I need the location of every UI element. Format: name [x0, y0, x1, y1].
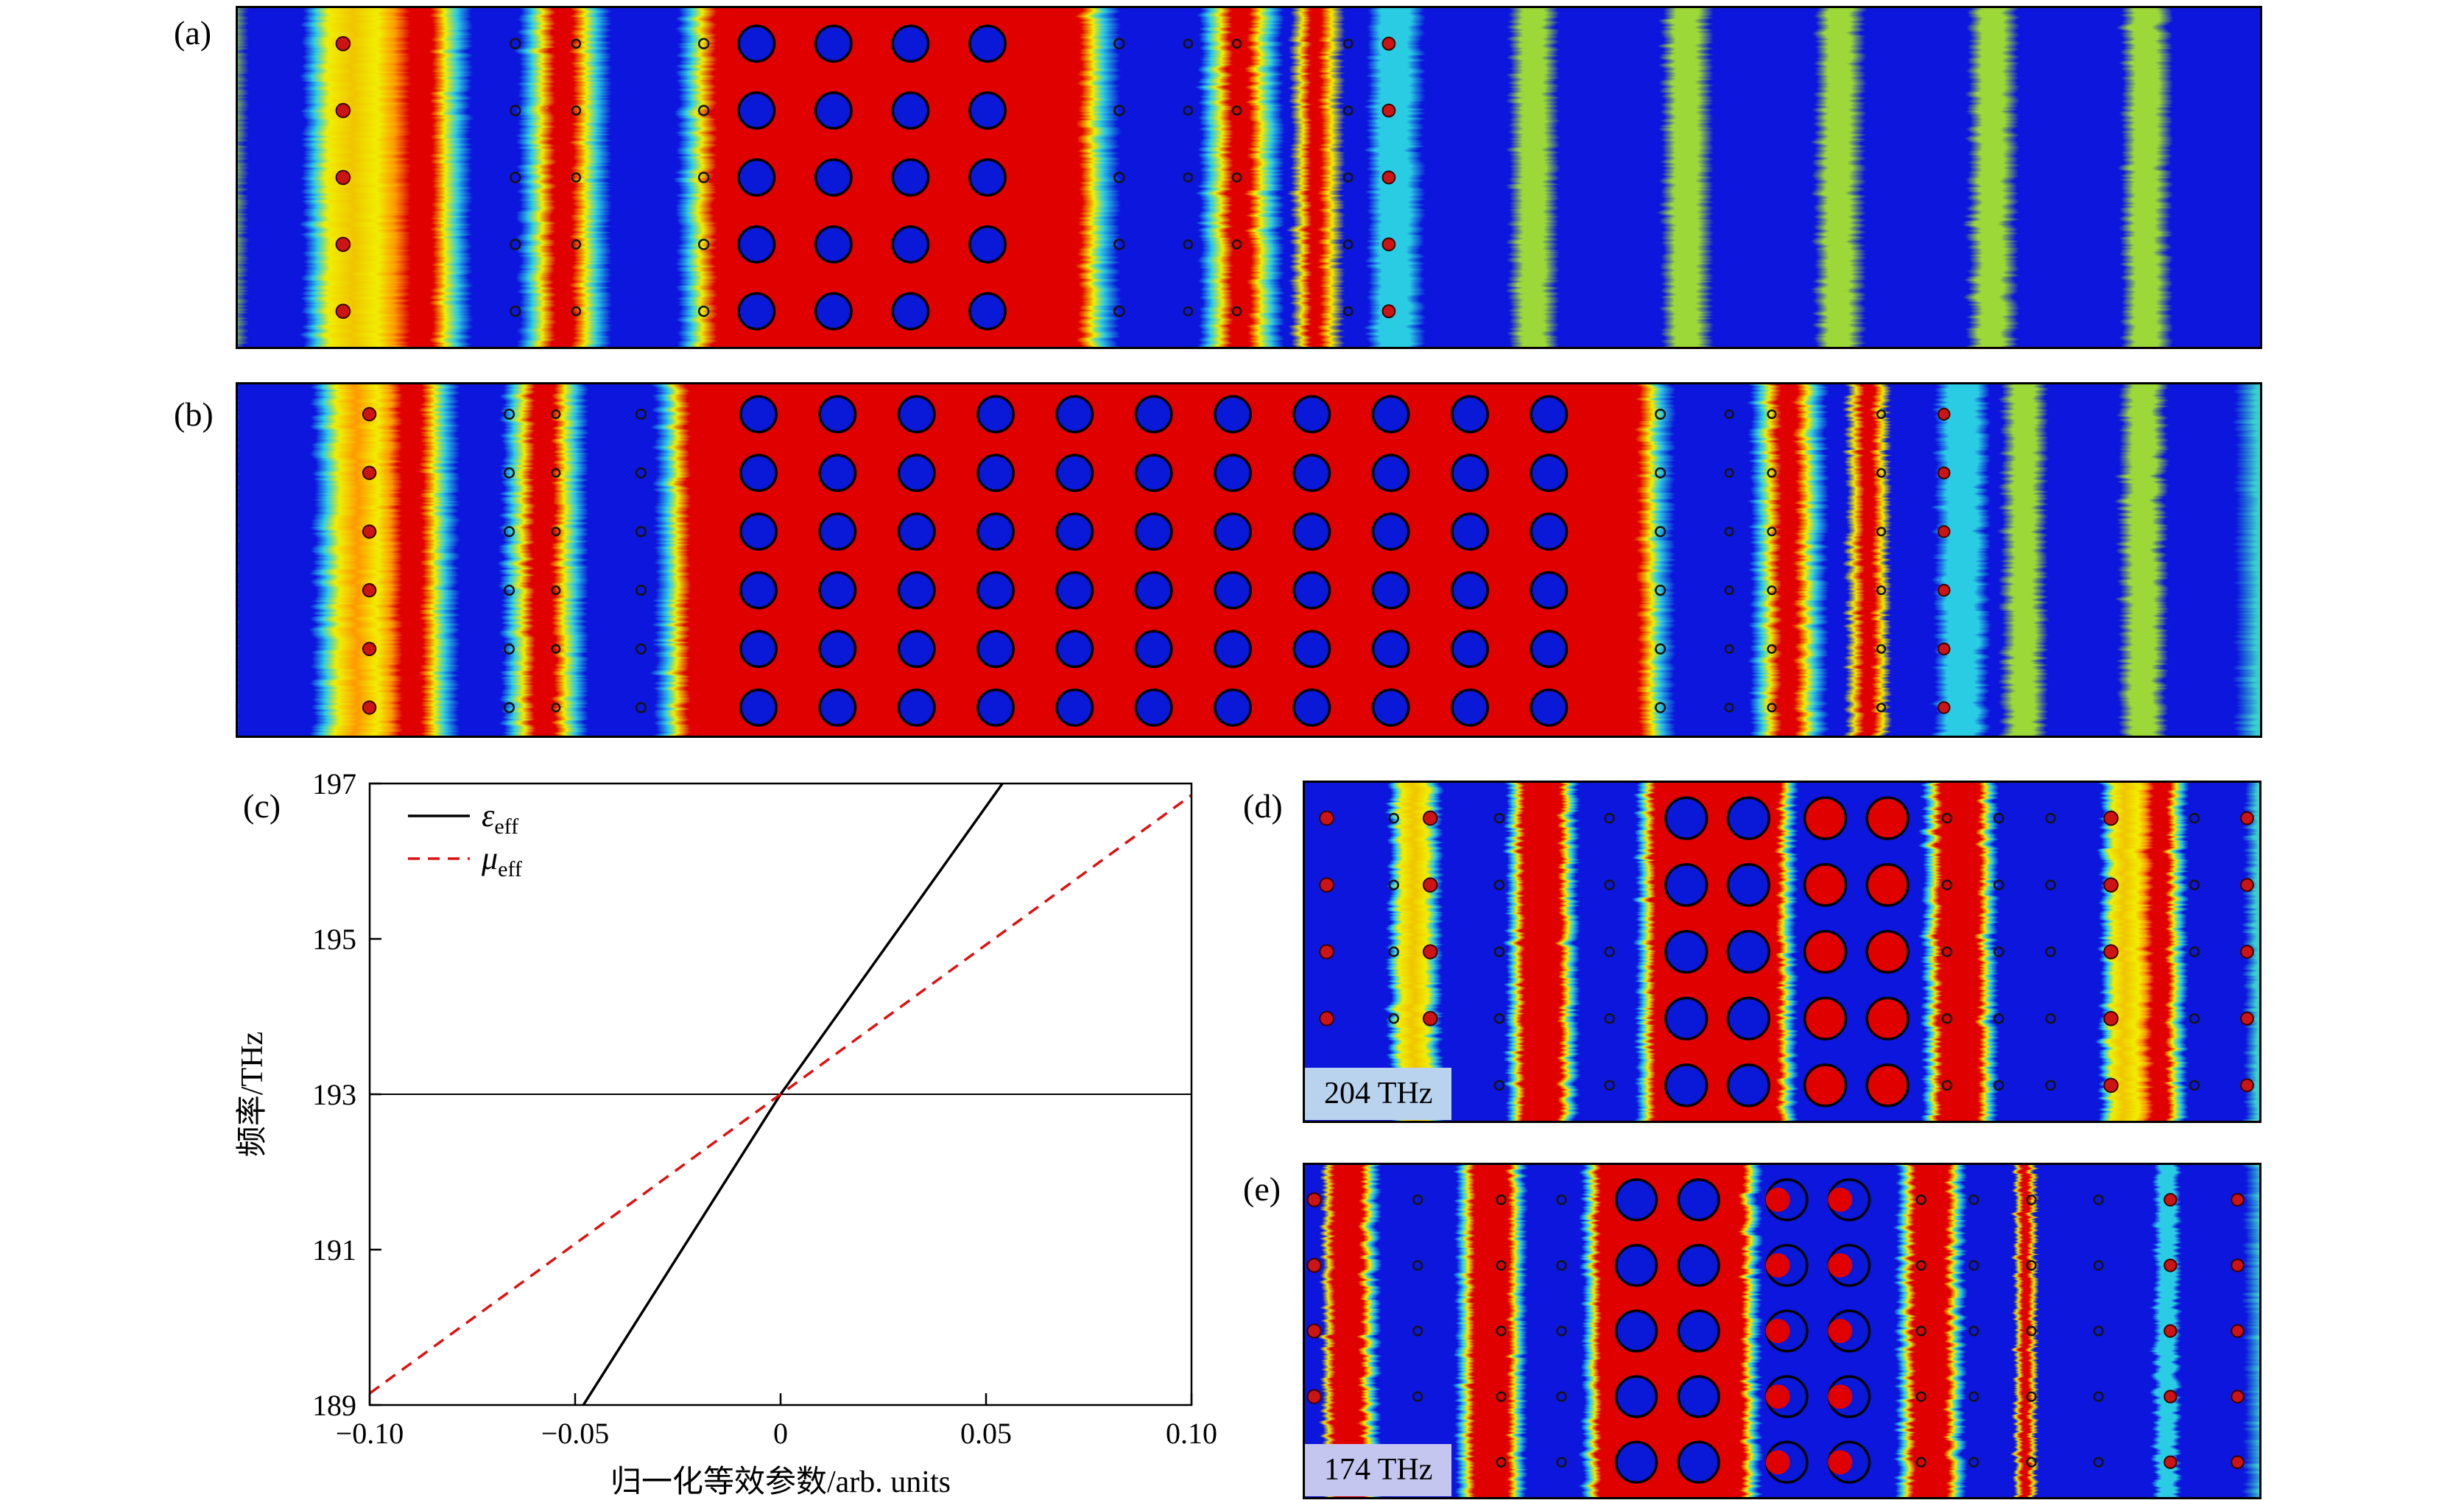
panel-b-border [236, 382, 2262, 738]
series-line-mu-eff [368, 794, 1193, 1395]
field-pattern-d [1303, 781, 2261, 1123]
field-pattern-a [236, 6, 2262, 349]
freq-label-174: 174 THz [1305, 1444, 1452, 1496]
y-axis-label: 频率/THz [235, 1032, 270, 1157]
svg-text:−0.05: −0.05 [541, 1417, 610, 1450]
svg-text:−0.10: −0.10 [336, 1417, 404, 1450]
chart-effective-parameters: 189 191 193 195 197 −0.10 −0.05 0 0.05 0.10 归一化等效参… [235, 767, 1217, 1499]
panel-e-field-map [1303, 1163, 2261, 1499]
panel-label-c: (c) [243, 787, 281, 825]
svg-text:0: 0 [773, 1417, 788, 1450]
svg-text:193: 193 [312, 1078, 356, 1111]
panel-d-border [1303, 781, 2261, 1123]
freq-label-204: 204 THz [1305, 1068, 1452, 1120]
svg-text:0.10: 0.10 [1166, 1417, 1217, 1450]
x-axis-label: 归一化等效参数/arb. units [610, 1465, 951, 1499]
panel-label-e: (e) [1243, 1170, 1281, 1208]
x-axis: −0.10 −0.05 0 0.05 0.10 [336, 1393, 1217, 1450]
panel-b-field-map [236, 382, 2262, 738]
panel-label-a: (a) [174, 14, 212, 52]
svg-text:εeff: εeff [482, 797, 518, 839]
panel-e-border [1303, 1163, 2261, 1499]
panel-d-field-map [1303, 781, 2261, 1123]
svg-text:195: 195 [312, 923, 356, 956]
field-pattern-e [1303, 1163, 2261, 1499]
panel-a-field-map [236, 6, 2262, 349]
field-pattern-b [236, 382, 2262, 738]
panel-label-d: (d) [1243, 787, 1283, 825]
svg-text:197: 197 [312, 767, 356, 800]
panel-a-border [236, 6, 2262, 349]
svg-text:μeff: μeff [481, 840, 522, 881]
svg-text:191: 191 [312, 1233, 356, 1267]
y-axis: 189 191 193 195 197 [312, 767, 381, 1422]
panel-label-b: (b) [174, 395, 214, 433]
svg-text:0.05: 0.05 [960, 1417, 1012, 1450]
svg-text:189: 189 [312, 1389, 356, 1422]
